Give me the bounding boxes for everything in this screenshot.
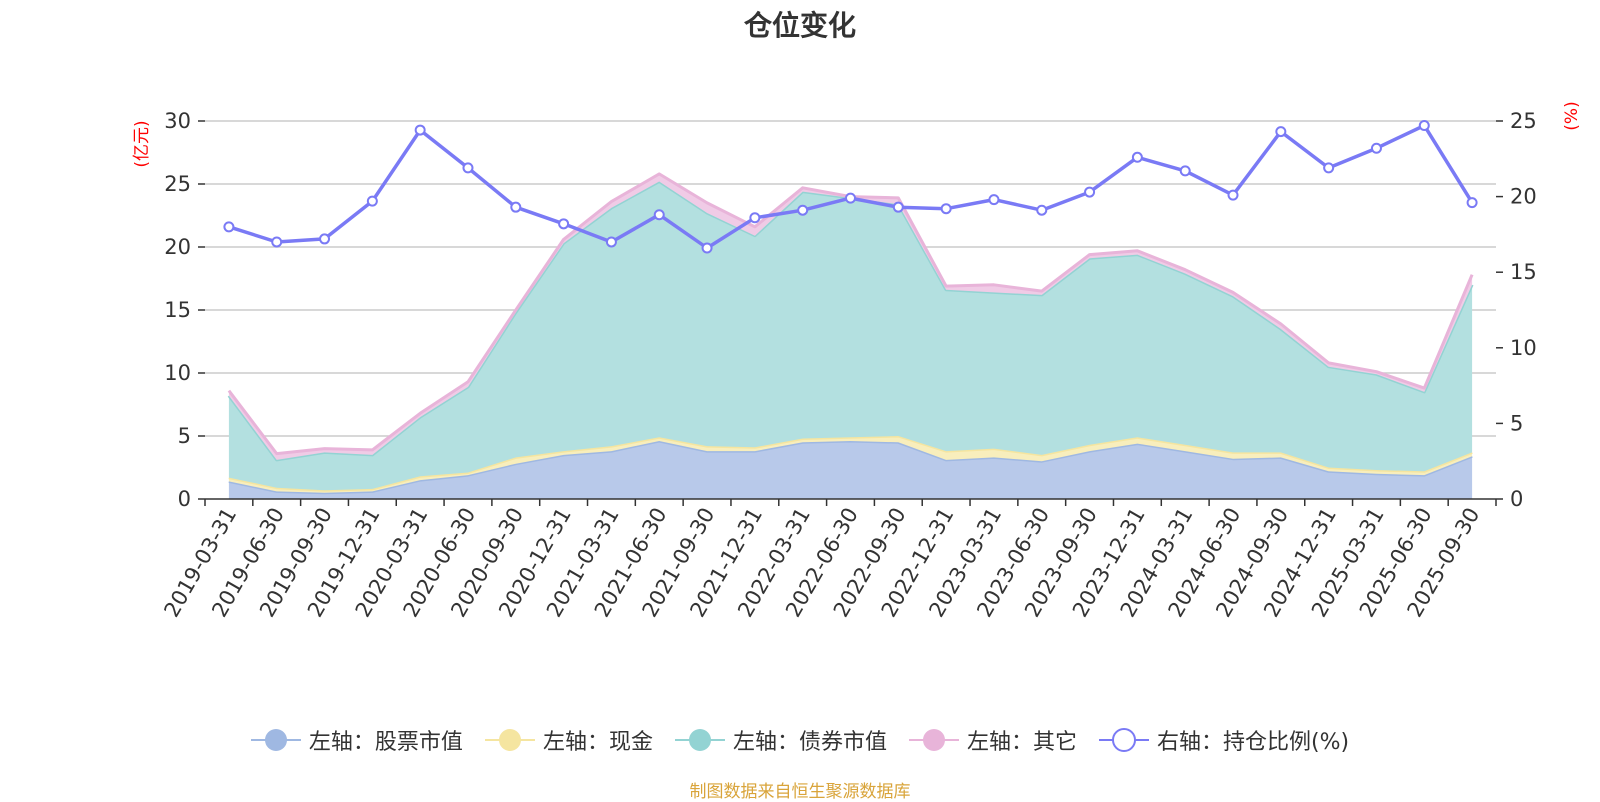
y-left-tick-label: 20 (164, 235, 191, 259)
legend-stock-symbol (250, 729, 301, 751)
legend-cash-label: 左轴：现金 (542, 730, 653, 755)
legend-ratio-symbol (1098, 728, 1149, 752)
ratio-point (510, 201, 522, 213)
legend-cash-symbol (484, 729, 535, 751)
y-left-tick-label: 30 (164, 109, 191, 133)
y-right-tick-label: 20 (1510, 185, 1537, 209)
ratio-point (1131, 151, 1143, 163)
ratio-point (605, 236, 617, 248)
y-right-tick-label: 25 (1510, 109, 1537, 133)
legend-ratio-label: 右轴：持仓比例(%) (1156, 730, 1350, 755)
ratio-point (1275, 126, 1287, 138)
chart-title: 仓位变化 (743, 9, 856, 42)
legend-item-cash[interactable]: 左轴：现金 (484, 724, 653, 756)
y-left-tick-label: 15 (164, 298, 191, 322)
y-right-tick-label: 5 (1510, 411, 1523, 435)
ratio-point (1084, 186, 1096, 198)
legend-bond-label: 左轴：债券市值 (732, 730, 887, 755)
ratio-point (797, 204, 809, 216)
y-left-axis-title: (亿元) (132, 120, 152, 167)
ratio-point (845, 192, 856, 204)
y-left-tick-label: 0 (178, 487, 191, 511)
y-left-tick-label: 10 (164, 361, 191, 385)
ratio-point (749, 212, 761, 224)
ratio-point (558, 218, 570, 230)
legend-bond-symbol (674, 729, 725, 751)
ratio-point (271, 236, 283, 248)
ratio-point (1179, 165, 1191, 177)
legend-other-label: 左轴：其它 (966, 730, 1077, 755)
legend: 左轴：股票市值 左轴：现金 左轴：债券市值 左轴：其它 右轴：持仓比例(%) (0, 720, 1600, 760)
area-series-2 (228, 181, 1473, 491)
ratio-point (940, 203, 952, 215)
ratio-point (892, 201, 904, 213)
y-right-axis-title: (%) (1562, 101, 1582, 130)
legend-item-stock[interactable]: 左轴：股票市值 (250, 724, 463, 756)
ratio-point (701, 242, 713, 254)
ratio-point (1227, 189, 1239, 201)
ratio-point (366, 195, 378, 207)
ratio-line (223, 120, 1478, 254)
ratio-point (1036, 204, 1048, 216)
ratio-point (1370, 142, 1382, 154)
stacked-areas (227, 172, 1474, 499)
ratio-point (653, 209, 665, 221)
legend-item-ratio[interactable]: 右轴：持仓比例(%) (1098, 724, 1350, 756)
area-series-0 (228, 441, 1473, 499)
source-note: 制图数据来自恒生聚源数据库 (689, 782, 911, 802)
y-left-tick-label: 5 (178, 424, 191, 448)
ratio-point (319, 233, 331, 245)
ratio-point (1418, 120, 1430, 132)
legend-item-other[interactable]: 左轴：其它 (908, 724, 1077, 756)
y-left-tick-label: 25 (164, 172, 191, 196)
ratio-point (1323, 162, 1335, 174)
legend-stock-label: 左轴：股票市值 (308, 730, 463, 755)
legend-item-bond[interactable]: 左轴：债券市值 (674, 724, 887, 756)
y-right-tick-label: 10 (1510, 336, 1537, 360)
ratio-point (223, 221, 235, 233)
ratio-point (462, 162, 474, 174)
ratio-point (414, 124, 426, 136)
ratio-point (988, 194, 1000, 206)
legend-other-symbol (908, 729, 959, 751)
ratio-point (1466, 197, 1478, 209)
y-right-tick-label: 15 (1510, 260, 1537, 284)
y-right-tick-label: 0 (1510, 487, 1523, 511)
